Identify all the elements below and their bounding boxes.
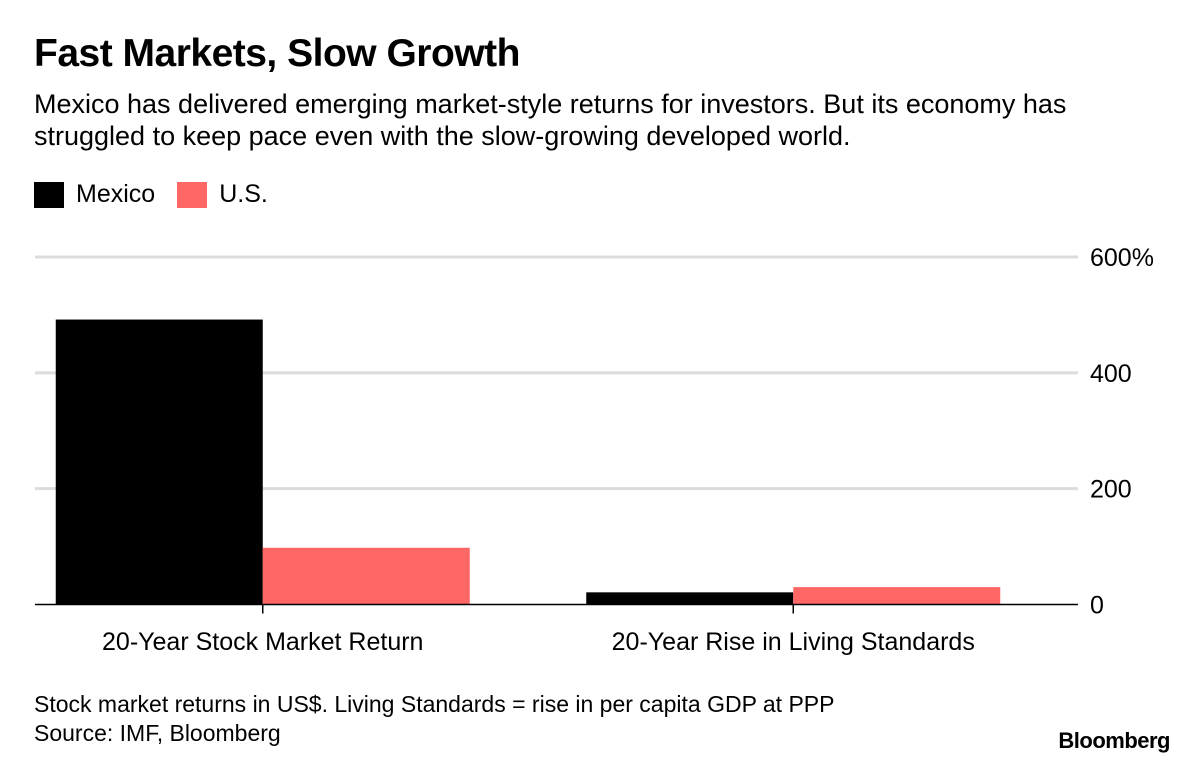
bar-us-1	[793, 587, 1001, 605]
y-tick-label: 0	[1090, 592, 1104, 620]
bloomberg-logo: Bloomberg	[1058, 728, 1170, 753]
legend-label-us: U.S.	[219, 180, 268, 208]
legend-item-us: U.S.	[177, 180, 268, 209]
bar-mexico-1	[586, 592, 794, 605]
legend-swatch-mexico	[34, 181, 64, 208]
bar-us-0	[262, 547, 470, 605]
chart-title: Fast Markets, Slow Growth	[34, 32, 520, 75]
y-tick-label: 200	[1090, 476, 1132, 504]
footnote-text: Stock market returns in US$. Living Stan…	[34, 691, 835, 717]
x-tick-label: 20-Year Stock Market Return	[102, 628, 423, 656]
chart-subtitle: Mexico has delivered emerging market-sty…	[34, 89, 1067, 151]
legend-item-mexico: Mexico	[34, 180, 155, 209]
bar-mexico-0	[55, 319, 263, 605]
y-tick-label: 600%	[1090, 244, 1154, 272]
source-text: Source: IMF, Bloomberg	[34, 720, 281, 746]
x-tick-label: 20-Year Rise in Living Standards	[612, 628, 975, 656]
legend-label-mexico: Mexico	[76, 180, 156, 208]
footnote: Stock market returns in US$. Living Stan…	[34, 690, 834, 748]
y-tick-label: 400	[1090, 360, 1132, 388]
legend: Mexico U.S.	[34, 180, 290, 209]
legend-swatch-us	[177, 181, 208, 208]
